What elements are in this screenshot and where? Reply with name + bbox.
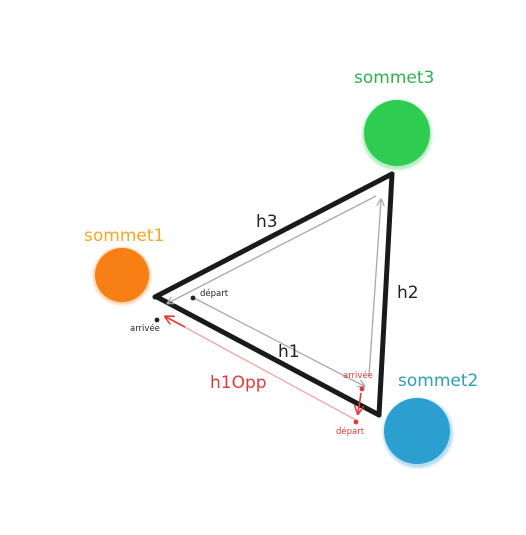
edge-h3 [152, 171, 395, 300]
vertex-sommet2 [383, 398, 453, 468]
edge-label-h2: h2 [397, 283, 419, 303]
edge-h1 [154, 294, 382, 418]
halfedge-h1opp-line [167, 317, 357, 421]
vertex-label-sommet3: sommet3 [354, 68, 434, 88]
label-start-red: départ [336, 426, 365, 437]
start-dot-red [353, 419, 359, 425]
edge-label-h1opp: h1Opp [210, 373, 267, 393]
halfedge-h2 [368, 200, 381, 377]
vertex-sommet1 [93, 247, 151, 305]
start-dot-black [190, 295, 196, 301]
label-end-red: arrivée [343, 370, 373, 381]
edge-h2 [376, 171, 395, 418]
halfedge-h3 [168, 195, 377, 303]
end-dot-red [359, 386, 365, 392]
label-end-black: arrivée [130, 323, 160, 334]
end-dot-black [154, 317, 160, 323]
edge-label-h1: h1 [278, 342, 300, 362]
inner-halfedges [168, 195, 381, 386]
vertex-sommet3 [362, 100, 432, 170]
halfedge-h1 [193, 297, 364, 386]
halfedge-h1opp-down-arrow [358, 392, 361, 413]
label-start-black: départ [200, 288, 229, 299]
halfedge-h1opp-arrow [166, 317, 186, 328]
edge-label-h3: h3 [256, 212, 278, 232]
triangle-edges [152, 171, 395, 418]
vertex-label-sommet2: sommet2 [398, 371, 478, 391]
vertex-label-sommet1: sommet1 [84, 226, 164, 246]
